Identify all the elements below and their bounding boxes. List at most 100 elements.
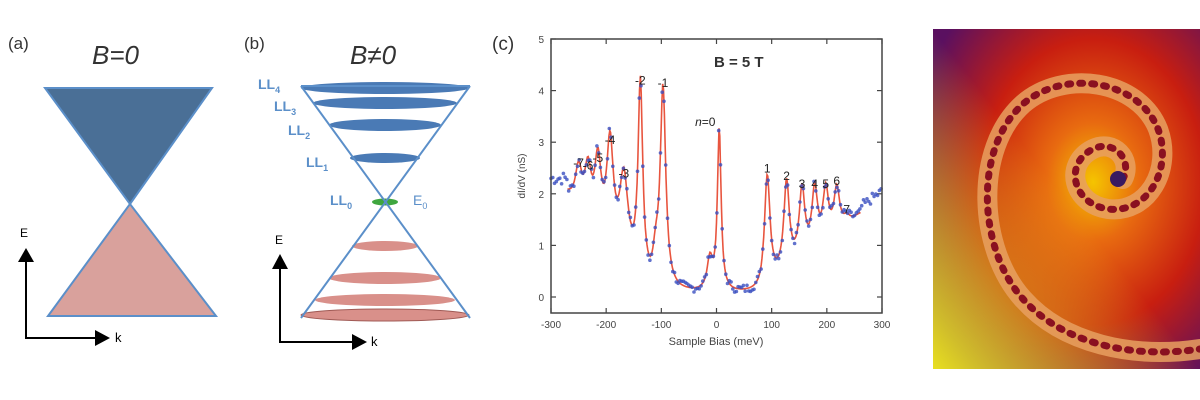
panel-c-label: (c) bbox=[492, 34, 515, 55]
data-point bbox=[769, 238, 774, 243]
ll0-sub: 0 bbox=[347, 200, 353, 211]
x-tick-label: 200 bbox=[818, 320, 835, 331]
data-point bbox=[833, 190, 837, 194]
data-point bbox=[787, 212, 792, 217]
data-point bbox=[815, 205, 820, 210]
peak-label: 1 bbox=[764, 161, 771, 175]
data-point bbox=[662, 99, 666, 104]
data-point bbox=[718, 163, 723, 167]
data-point bbox=[836, 189, 841, 193]
y-tick-label: 1 bbox=[538, 241, 544, 252]
data-point bbox=[637, 96, 642, 100]
data-point bbox=[870, 191, 875, 196]
peak-label: -5 bbox=[593, 151, 604, 165]
plot-frame bbox=[550, 38, 883, 314]
ll2-name: LL bbox=[288, 122, 306, 138]
peak-label: -7 bbox=[573, 156, 584, 170]
data-point bbox=[616, 197, 620, 202]
panel-b-k-label: k bbox=[371, 334, 378, 349]
peak-label: 2 bbox=[783, 169, 790, 183]
data-point bbox=[806, 224, 811, 228]
peak-label: 5 bbox=[822, 177, 829, 191]
data-point bbox=[561, 171, 566, 176]
e0-name: E bbox=[413, 192, 423, 208]
data-point bbox=[792, 241, 797, 246]
panel-b-label: (b) bbox=[244, 34, 265, 53]
ll1-label: LL1 bbox=[306, 154, 328, 173]
fractal-spiral-beads bbox=[983, 79, 1200, 356]
data-point bbox=[663, 163, 668, 167]
data-point bbox=[602, 179, 606, 184]
data-point bbox=[558, 176, 562, 180]
data-point bbox=[764, 182, 769, 186]
data-point bbox=[672, 270, 677, 275]
data-point bbox=[559, 182, 564, 186]
data-point bbox=[796, 222, 800, 227]
e0-label: E0 bbox=[413, 192, 427, 211]
data-point bbox=[799, 184, 804, 188]
data-point bbox=[821, 205, 825, 210]
y-tick-label: 0 bbox=[538, 293, 544, 304]
y-tick-label: 5 bbox=[538, 35, 544, 46]
data-point bbox=[612, 183, 617, 187]
panel-b-e-label: E bbox=[275, 233, 284, 247]
lower-cone bbox=[46, 202, 219, 317]
e-axis-arrow-icon bbox=[18, 248, 34, 262]
data-point bbox=[801, 186, 806, 191]
peak-label: 7 bbox=[843, 203, 850, 217]
x-tick-label: 0 bbox=[714, 320, 720, 331]
peak-label: n=0 bbox=[695, 115, 716, 129]
y-tick-label: 4 bbox=[538, 87, 544, 98]
data-point bbox=[838, 202, 843, 207]
ll0-name: LL bbox=[330, 192, 348, 208]
data-point bbox=[715, 211, 719, 215]
data-point bbox=[761, 247, 765, 251]
data-point bbox=[646, 253, 650, 257]
data-point bbox=[778, 250, 783, 254]
peak-label: -3 bbox=[618, 166, 629, 180]
data-point bbox=[565, 177, 569, 182]
fractal-center bbox=[1110, 171, 1126, 187]
data-point bbox=[648, 258, 652, 263]
data-point bbox=[835, 185, 839, 190]
data-point bbox=[826, 197, 830, 201]
panel-a-title: B=0 bbox=[92, 40, 139, 70]
data-point bbox=[849, 210, 853, 214]
data-point bbox=[776, 256, 781, 261]
data-point bbox=[812, 179, 816, 184]
peak-label: -1 bbox=[658, 76, 669, 90]
k-axis-arrow-icon bbox=[95, 330, 110, 346]
data-point bbox=[655, 210, 659, 214]
data-point bbox=[551, 175, 555, 180]
peak-label: -2 bbox=[635, 74, 646, 88]
data-point bbox=[651, 240, 656, 245]
lower-ll1-ellipse bbox=[352, 241, 418, 251]
data-point bbox=[676, 281, 680, 286]
lower-ll2-ellipse bbox=[329, 272, 441, 284]
data-point bbox=[762, 222, 767, 226]
k-axis-arrow-icon bbox=[352, 334, 367, 350]
data-point bbox=[745, 283, 749, 288]
x-tick-label: -200 bbox=[596, 320, 616, 331]
data-point bbox=[598, 165, 603, 170]
data-point bbox=[618, 184, 622, 189]
data-point bbox=[743, 289, 747, 294]
ll3-name: LL bbox=[274, 98, 292, 114]
peak-label: -4 bbox=[605, 133, 616, 147]
data-point bbox=[632, 223, 636, 227]
data-point bbox=[824, 183, 829, 187]
x-tick-label: 300 bbox=[874, 320, 891, 331]
data-point bbox=[805, 219, 809, 223]
peak-label: 6 bbox=[833, 174, 840, 188]
data-point bbox=[607, 126, 612, 131]
data-point bbox=[605, 157, 610, 161]
e-axis-arrow-icon bbox=[272, 254, 288, 269]
data-point bbox=[635, 169, 640, 174]
data-point bbox=[633, 205, 638, 209]
data-point bbox=[623, 176, 627, 180]
data-point bbox=[720, 227, 724, 231]
data-point bbox=[794, 230, 799, 235]
data-point bbox=[852, 213, 857, 218]
data-point bbox=[611, 164, 615, 169]
ll2-ellipse bbox=[329, 119, 441, 131]
